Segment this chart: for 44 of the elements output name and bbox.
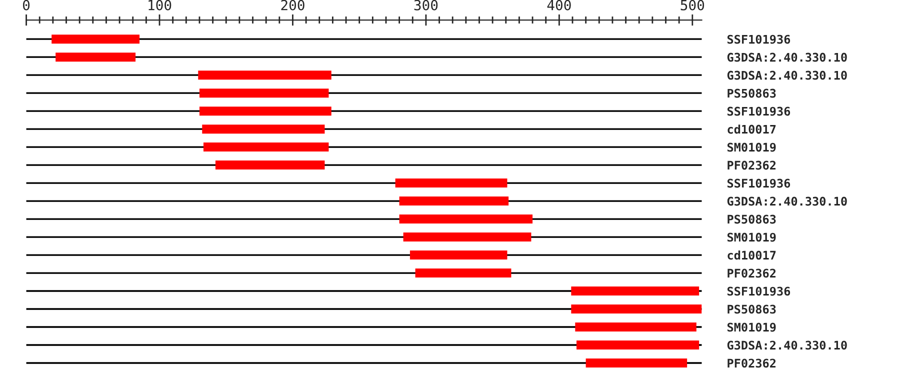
bar bbox=[199, 88, 329, 98]
y-tick-label: SM01019 bbox=[727, 142, 776, 152]
bar bbox=[399, 214, 533, 224]
y-tick-label: PS50863 bbox=[728, 88, 776, 98]
y-tick-label: cd10017 bbox=[728, 124, 776, 134]
y-tick-label: SSF101936 bbox=[727, 106, 790, 116]
y-tick-label: PS50863 bbox=[728, 304, 776, 314]
y-tick-label: PF02362 bbox=[728, 160, 776, 170]
y-tick-label: G3DSA:2.40.330.10 bbox=[727, 196, 847, 206]
y-tick-label: G3DSA:2.40.330.10 bbox=[727, 70, 847, 80]
y-tick-label: PF02362 bbox=[728, 268, 776, 278]
bar bbox=[586, 358, 688, 368]
x-tick-label: 200 bbox=[281, 0, 304, 10]
bar bbox=[571, 286, 700, 296]
bar bbox=[575, 322, 696, 332]
x-tick-label: 500 bbox=[680, 0, 704, 10]
y-tick-label: SSF101936 bbox=[727, 178, 790, 188]
bar bbox=[403, 232, 532, 242]
bar bbox=[198, 70, 332, 80]
bar bbox=[199, 106, 332, 116]
bar bbox=[202, 124, 325, 134]
y-tick-label: SM01019 bbox=[727, 232, 776, 242]
bar bbox=[56, 52, 136, 62]
y-tick-label: SM01019 bbox=[727, 322, 776, 332]
x-tick-label: 300 bbox=[414, 0, 438, 10]
bar bbox=[395, 178, 508, 188]
y-tick-label: G3DSA:2.40.330.10 bbox=[727, 52, 847, 62]
bar bbox=[571, 304, 702, 314]
y-tick-label: SSF101936 bbox=[727, 34, 790, 44]
bar bbox=[52, 34, 140, 44]
y-tick-label: PF02362 bbox=[728, 358, 776, 368]
x-tick-label: 400 bbox=[547, 0, 571, 10]
bar bbox=[410, 250, 508, 260]
y-tick-label: PS50863 bbox=[728, 214, 776, 224]
x-tick-label: 0 bbox=[23, 0, 30, 10]
bar bbox=[399, 196, 509, 206]
bar bbox=[215, 160, 325, 170]
bar bbox=[415, 268, 512, 278]
y-tick-label: G3DSA:2.40.330.10 bbox=[727, 340, 847, 350]
bar bbox=[576, 340, 700, 350]
x-tick-label: 100 bbox=[148, 0, 172, 10]
bar bbox=[203, 142, 329, 152]
y-tick-label: cd10017 bbox=[728, 250, 776, 260]
y-tick-label: SSF101936 bbox=[727, 286, 790, 296]
